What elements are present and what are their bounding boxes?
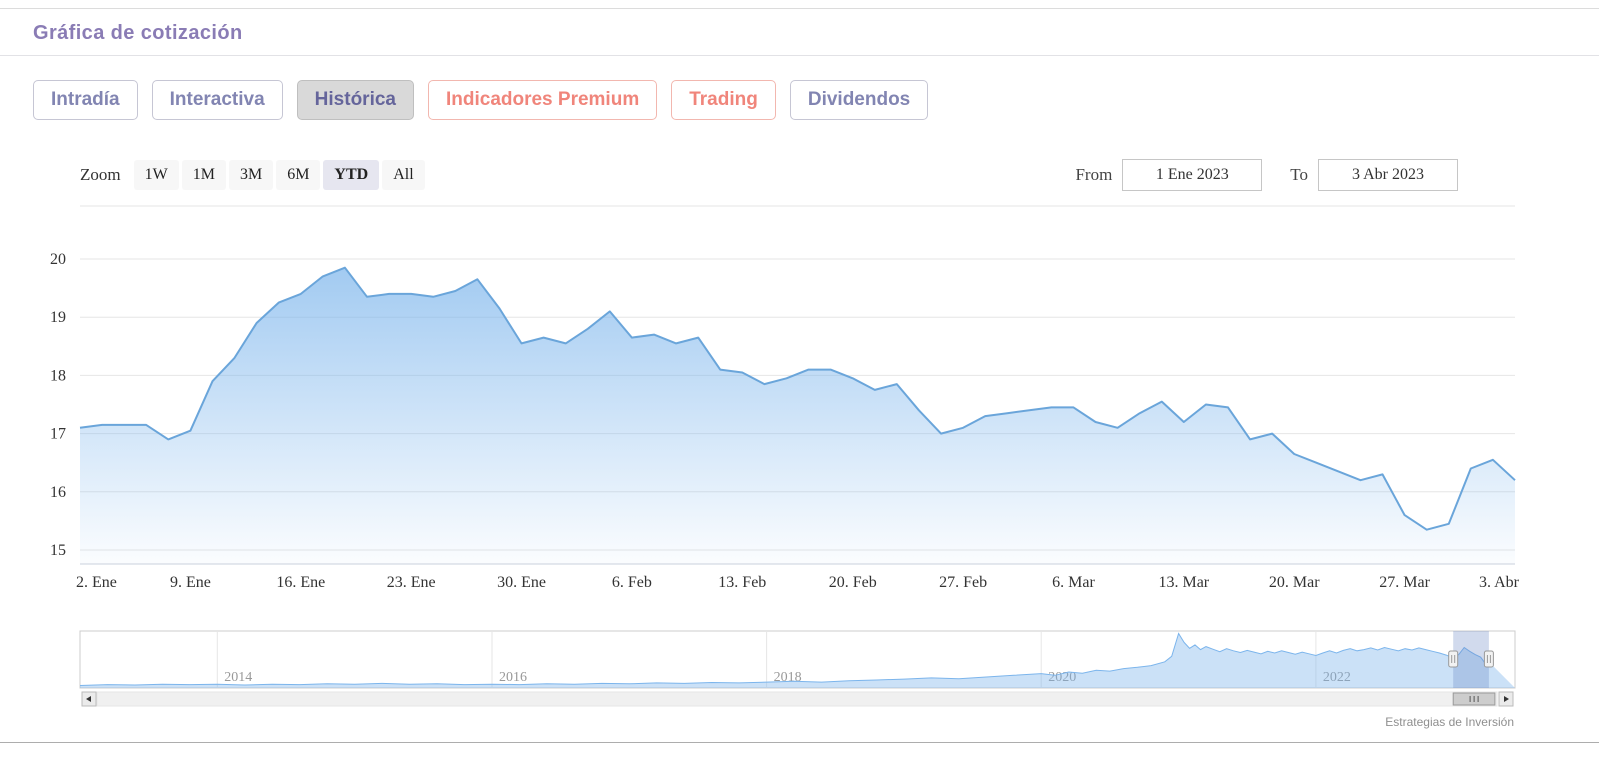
scrollbar-track[interactable] [96, 691, 1498, 707]
chart-tabs: Intradía Interactiva Histórica Indicadores … [33, 80, 1599, 120]
y-axis-label: 18 [50, 367, 66, 384]
price-line [79, 266, 1516, 531]
zoom-button-all[interactable]: All [382, 160, 425, 190]
tab-interactiva[interactable]: Interactiva [151, 80, 283, 120]
zoom-button-3m[interactable]: 3M [228, 160, 274, 190]
x-axis-label: 3. Abr [1479, 574, 1520, 591]
x-axis-label: 20. Feb [829, 574, 877, 591]
to-date-input[interactable] [1318, 159, 1458, 191]
x-axis-label: 13. Feb [718, 574, 766, 591]
navigator-line [79, 632, 1490, 686]
bottom-divider [0, 742, 1599, 743]
x-axis-label: 23. Ene [387, 574, 436, 591]
x-axis-label: 20. Mar [1269, 574, 1320, 591]
zoom-button-1w[interactable]: 1W [133, 160, 179, 190]
tab-trading[interactable]: Trading [671, 80, 776, 120]
price-chart: 15 16 17 18 19 20 2. Ene 9. Ene 16. Ene 23. Ene 30… [50, 205, 1520, 707]
navigator-handle-right[interactable] [1483, 650, 1494, 668]
from-date-input[interactable] [1122, 159, 1263, 191]
navigator-year-label: 2022 [1323, 670, 1351, 685]
date-range-group: From To [1075, 159, 1458, 191]
navigator-outline [79, 630, 1516, 689]
to-label: To [1290, 165, 1308, 184]
scrollbar-left-arrow[interactable] [81, 691, 97, 707]
zoom-button-1m[interactable]: 1M [181, 160, 226, 190]
tab-indicadores-premium[interactable]: Indicadores Premium [427, 80, 658, 120]
from-label: From [1075, 165, 1113, 184]
zoom-button-ytd[interactable]: YTD [323, 160, 380, 190]
navigator-handle-left[interactable] [1448, 650, 1459, 668]
navigator-year-label: 2020 [1048, 670, 1076, 685]
y-axis-label: 19 [50, 309, 66, 326]
x-axis-label: 6. Feb [612, 574, 652, 591]
navigator-year-label: 2016 [499, 670, 527, 685]
navigator-area [80, 633, 1515, 688]
x-axis-label: 13. Mar [1158, 574, 1209, 591]
price-area [80, 267, 1515, 564]
zoom-group: Zoom 1W 1M 3M 6M YTD All [80, 160, 425, 190]
x-axis-label: 6. Mar [1052, 574, 1095, 591]
tab-historica[interactable]: Histórica [296, 80, 414, 120]
navigator-selected-mask[interactable] [1453, 631, 1489, 688]
zoom-label: Zoom [80, 165, 121, 184]
x-axis-label: 27. Mar [1379, 574, 1430, 591]
quote-chart-page: Gráfica de cotización Intradía Interactiv… [0, 8, 1599, 743]
x-axis-label: 30. Ene [497, 574, 546, 591]
x-axis-label: 27. Feb [939, 574, 987, 591]
tab-dividendos[interactable]: Dividendos [789, 80, 929, 120]
scrollbar-right-arrow[interactable] [1498, 691, 1514, 707]
y-axis-label: 15 [50, 542, 66, 559]
tab-intradia[interactable]: Intradía [33, 80, 138, 120]
x-axis-label: 16. Ene [276, 574, 325, 591]
chart-credit: Estrategias de Inversión [1385, 715, 1514, 729]
y-axis-label: 20 [50, 251, 66, 268]
navigator-year-label: 2014 [224, 670, 252, 685]
y-axis-label: 17 [50, 426, 66, 443]
x-axis-label: 2. Ene [76, 574, 117, 591]
scrollbar-thumb[interactable] [1452, 692, 1496, 706]
page-title: Gráfica de cotización [33, 22, 243, 44]
x-axis-label: 9. Ene [170, 574, 211, 591]
zoom-button-6m[interactable]: 6M [276, 160, 321, 190]
y-axis-label: 16 [50, 484, 66, 501]
title-divider [0, 55, 1599, 56]
